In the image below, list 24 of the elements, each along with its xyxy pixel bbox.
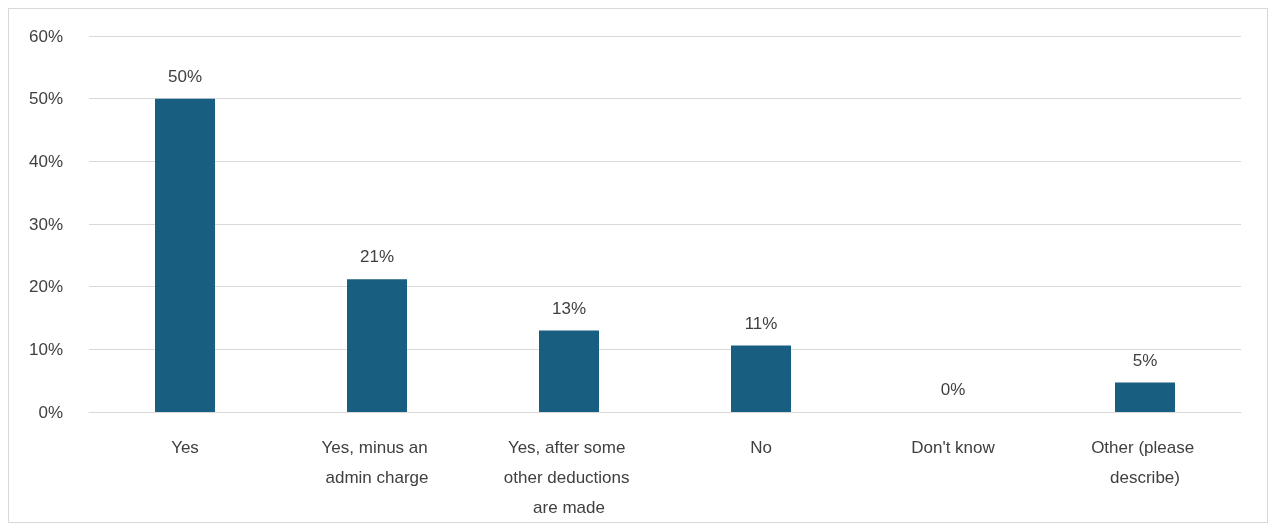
- y-tick-label: 40%: [28, 151, 63, 171]
- data-label: 50%: [167, 66, 203, 86]
- bar: [347, 279, 407, 412]
- y-tick-label: 60%: [28, 26, 63, 46]
- y-tick-label: 30%: [28, 214, 63, 234]
- x-tick-label: No: [750, 437, 772, 457]
- bar: [539, 330, 599, 412]
- bar: [155, 98, 215, 412]
- y-tick-label: 20%: [28, 277, 63, 297]
- x-tick-label: Yes, after some other deductions are made: [503, 437, 635, 517]
- y-tick-label: 50%: [28, 89, 63, 109]
- data-label: 13%: [551, 298, 587, 318]
- x-tick-label: Don't know: [911, 437, 996, 457]
- x-tick-label: Yes: [171, 437, 199, 457]
- data-label: 5%: [1132, 350, 1158, 370]
- data-label: 21%: [359, 247, 395, 267]
- y-tick-label: 0%: [38, 402, 63, 422]
- data-label: 0%: [940, 380, 966, 399]
- x-tick-label: Yes, minus an admin charge: [321, 437, 433, 487]
- bar: [1115, 382, 1175, 412]
- data-label: 11%: [744, 313, 778, 333]
- x-tick-label: Other (please describe): [1091, 437, 1199, 487]
- y-tick-label: 10%: [28, 339, 63, 359]
- bar: [731, 345, 791, 412]
